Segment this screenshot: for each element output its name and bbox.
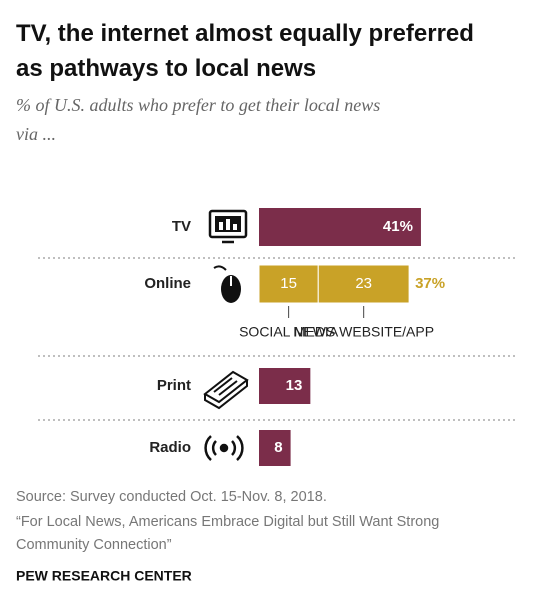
segment-name: SOCIAL MEDIA	[239, 324, 339, 340]
radio-icon	[204, 435, 244, 461]
segment-label: 23	[355, 275, 372, 292]
category-label: Radio	[149, 439, 191, 456]
value-label: 8	[274, 439, 282, 456]
segment	[317, 264, 410, 304]
newspaper-icon	[203, 370, 249, 410]
segment-label: 15	[280, 275, 297, 292]
bar	[259, 430, 291, 466]
segment-name: NEWS WEBSITE/APP	[293, 324, 434, 340]
value-label: 41%	[383, 218, 413, 235]
bar	[259, 208, 421, 246]
category-label: TV	[172, 218, 191, 235]
chart-title: TV, the internet almost equally preferre…	[16, 20, 474, 82]
category-label: Print	[157, 377, 191, 394]
total-label: 37%	[415, 275, 445, 292]
bar	[259, 368, 311, 404]
value-label: 13	[286, 377, 303, 394]
source: Source: Survey conducted Oct. 15-Nov. 8,…	[16, 489, 327, 505]
tv-icon	[208, 209, 248, 244]
note: “For Local News, Americans Embrace Digit…	[16, 514, 439, 553]
category-label: Online	[144, 275, 191, 292]
footer: PEW RESEARCH CENTER	[16, 568, 192, 584]
mouse-icon	[213, 265, 241, 303]
subtitle: % of U.S. adults who prefer to get their…	[16, 95, 380, 144]
